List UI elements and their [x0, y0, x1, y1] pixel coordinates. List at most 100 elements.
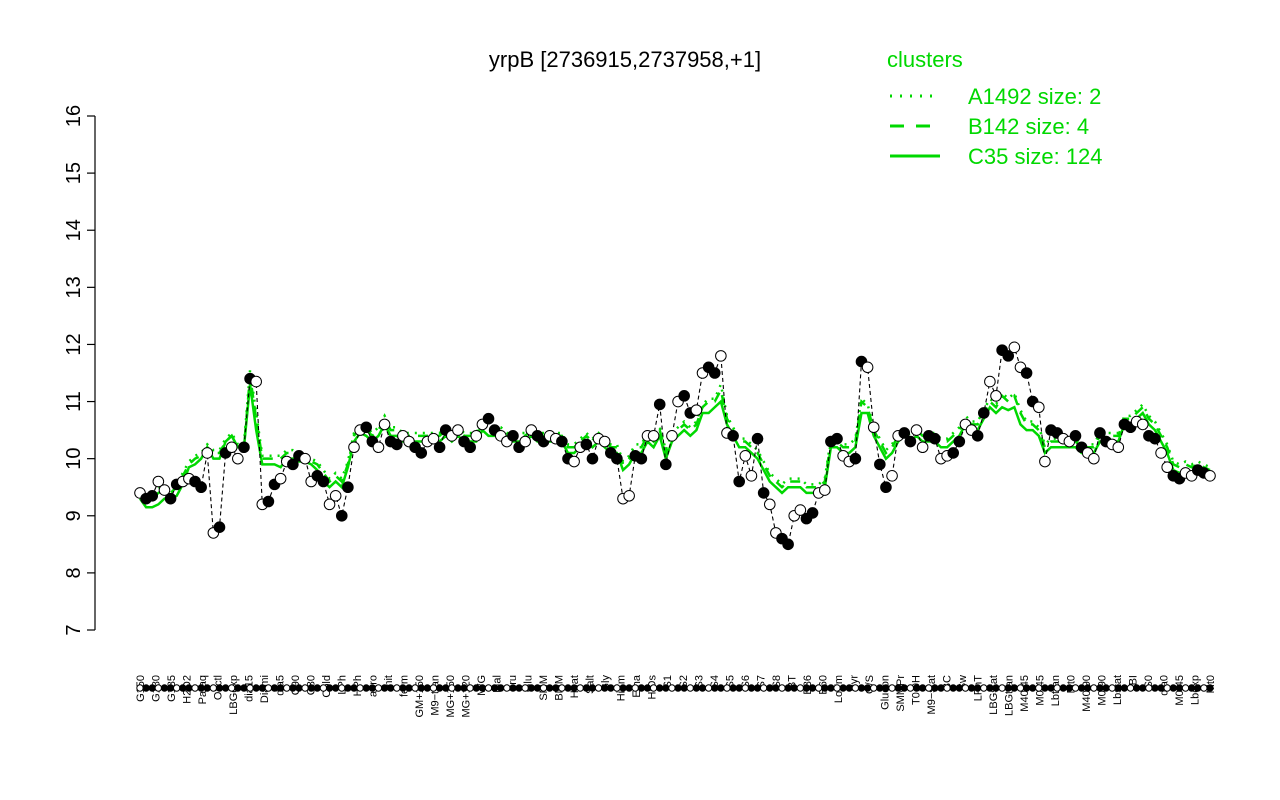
rug-mark [1114, 684, 1122, 692]
data-point [299, 452, 311, 465]
rug-mark [851, 684, 860, 692]
data-point [1039, 455, 1051, 468]
data-point [708, 367, 721, 379]
y-tick-label: 12 [63, 333, 85, 355]
data-point [623, 489, 635, 502]
data-point [898, 427, 911, 439]
rug-mark [405, 684, 413, 692]
rug-mark [992, 684, 1000, 692]
rug-mark [772, 684, 780, 692]
rug-mark [1145, 684, 1153, 692]
rug-mark [625, 684, 633, 692]
rug-mark [539, 684, 548, 692]
rug-mark [943, 684, 951, 692]
rug-mark [1071, 684, 1080, 692]
rug-mark [393, 684, 401, 692]
data-point [1094, 427, 1106, 439]
rug-mark [680, 684, 688, 692]
data-point [482, 412, 495, 425]
rug-mark [937, 684, 945, 692]
rug-mark [264, 684, 273, 692]
data-point [733, 475, 746, 488]
data-point [916, 441, 929, 454]
y-tick-label: 8 [63, 567, 85, 578]
data-point [861, 361, 874, 374]
rug-mark [448, 684, 456, 692]
rug-mark [790, 684, 798, 692]
expression-points [134, 341, 1216, 551]
rug-mark [545, 684, 554, 692]
data-point [1008, 341, 1021, 354]
rug-mark [252, 684, 260, 692]
x-tick-label: MG+120 [461, 675, 473, 718]
rug-mark [319, 684, 328, 692]
x-axis: G150G180G135H2O2ParaqOxctlLBGexpdia15Dia… [135, 674, 1217, 717]
rug-mark [1004, 684, 1012, 692]
rug-mark [766, 684, 774, 692]
x-tick-label: Glucon [879, 675, 891, 710]
rug-mark [460, 684, 468, 692]
data-point [317, 475, 330, 488]
data-point [690, 404, 703, 416]
rug-mark [490, 684, 499, 692]
rug-mark [1102, 684, 1110, 692]
data-point [152, 475, 165, 488]
rug-mark [386, 684, 395, 692]
data-point [433, 441, 446, 454]
x-tick-label: MG+150 [445, 675, 457, 718]
rug-mark [331, 684, 340, 692]
data-point [452, 424, 464, 436]
data-point [348, 441, 360, 454]
data-point [1112, 441, 1125, 454]
data-point [342, 481, 354, 494]
rug-mark [1126, 684, 1135, 692]
data-point [977, 407, 990, 419]
rug-mark [552, 684, 560, 692]
x-tick-label: SMMPr [895, 675, 907, 712]
rug-mark [1108, 684, 1116, 692]
rug-mark [454, 684, 462, 692]
rug-mark [692, 684, 701, 692]
rug-mark [435, 684, 444, 692]
data-point [745, 470, 758, 482]
rug-mark [307, 684, 315, 692]
rug-mark [619, 684, 627, 692]
data-point [519, 435, 532, 448]
x-tick-label: LBGtran [1003, 675, 1015, 716]
y-tick-label: 10 [63, 448, 85, 470]
rug-mark [857, 684, 866, 692]
data-point [146, 489, 159, 502]
rug-mark [833, 684, 841, 692]
rug-mark [209, 684, 218, 692]
rug-mark [711, 684, 719, 692]
rug-mark [344, 684, 352, 692]
data-point [910, 424, 923, 436]
y-tick-label: 15 [63, 162, 85, 184]
data-point [635, 452, 648, 465]
rug-mark [576, 684, 584, 692]
data-point [751, 432, 764, 445]
rug-mark [845, 684, 853, 692]
data-point [867, 421, 880, 434]
rug-mark [515, 684, 523, 692]
expression-line [139, 346, 1211, 546]
rug-mark [215, 684, 224, 692]
rug-mark [931, 684, 939, 692]
rug-mark [1163, 684, 1171, 692]
data-point [763, 498, 776, 511]
data-point [929, 432, 941, 445]
data-point [598, 435, 611, 448]
rug-mark [466, 684, 474, 692]
rug-mark [399, 684, 407, 692]
data-point [984, 375, 996, 388]
data-point [886, 470, 898, 482]
rug-mark [961, 684, 970, 692]
rug-mark [955, 684, 964, 692]
data-point [782, 538, 794, 551]
rug-mark [442, 684, 450, 692]
rug-mark [1053, 684, 1061, 692]
rug-mark [484, 684, 493, 692]
rug-mark [582, 684, 591, 692]
rug-mark [882, 684, 890, 692]
rug-mark [649, 684, 658, 692]
